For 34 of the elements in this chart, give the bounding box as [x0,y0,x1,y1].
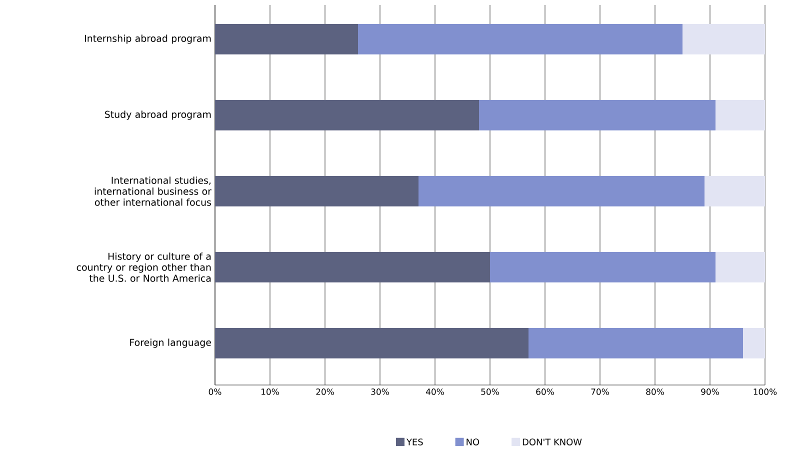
legend-label: YES [406,438,423,446]
bar [704,176,766,206]
bar [418,176,705,206]
x-tick-label: 30% [371,388,389,395]
bar [215,24,358,54]
bar [716,252,766,282]
y-tick-label: Internship abroad program [84,34,211,44]
x-tick-label: 40% [426,388,444,395]
bar [215,252,490,282]
bar [215,328,529,358]
y-tick-label: Study abroad program [104,110,211,120]
legend-label: NO [466,438,480,446]
x-tick-label: 80% [646,388,664,395]
x-tick-label: 90% [701,388,719,395]
x-tick-label: 100% [754,388,777,395]
bar [490,252,716,282]
y-tick-label: Foreign language [130,338,211,348]
bar [215,100,480,130]
x-tick-label: 0% [208,388,222,395]
bar [716,100,766,130]
bar [743,328,766,358]
y-tick-label: International studies, international business or other international focus [94,176,212,206]
bar [215,176,419,206]
x-tick-label: 50% [481,388,499,395]
y-tick-label: History or culture of a country or region other than the U.S. or North America [76,252,211,282]
x-tick-label: 70% [591,388,609,395]
bar [528,328,744,358]
x-tick-label: 60% [536,388,554,395]
bar [358,24,683,54]
bar [479,100,716,130]
bar [682,24,766,54]
legend-label: DON'T KNOW [522,438,582,446]
x-tick-label: 10% [262,388,279,395]
x-tick-label: 20% [316,388,334,395]
